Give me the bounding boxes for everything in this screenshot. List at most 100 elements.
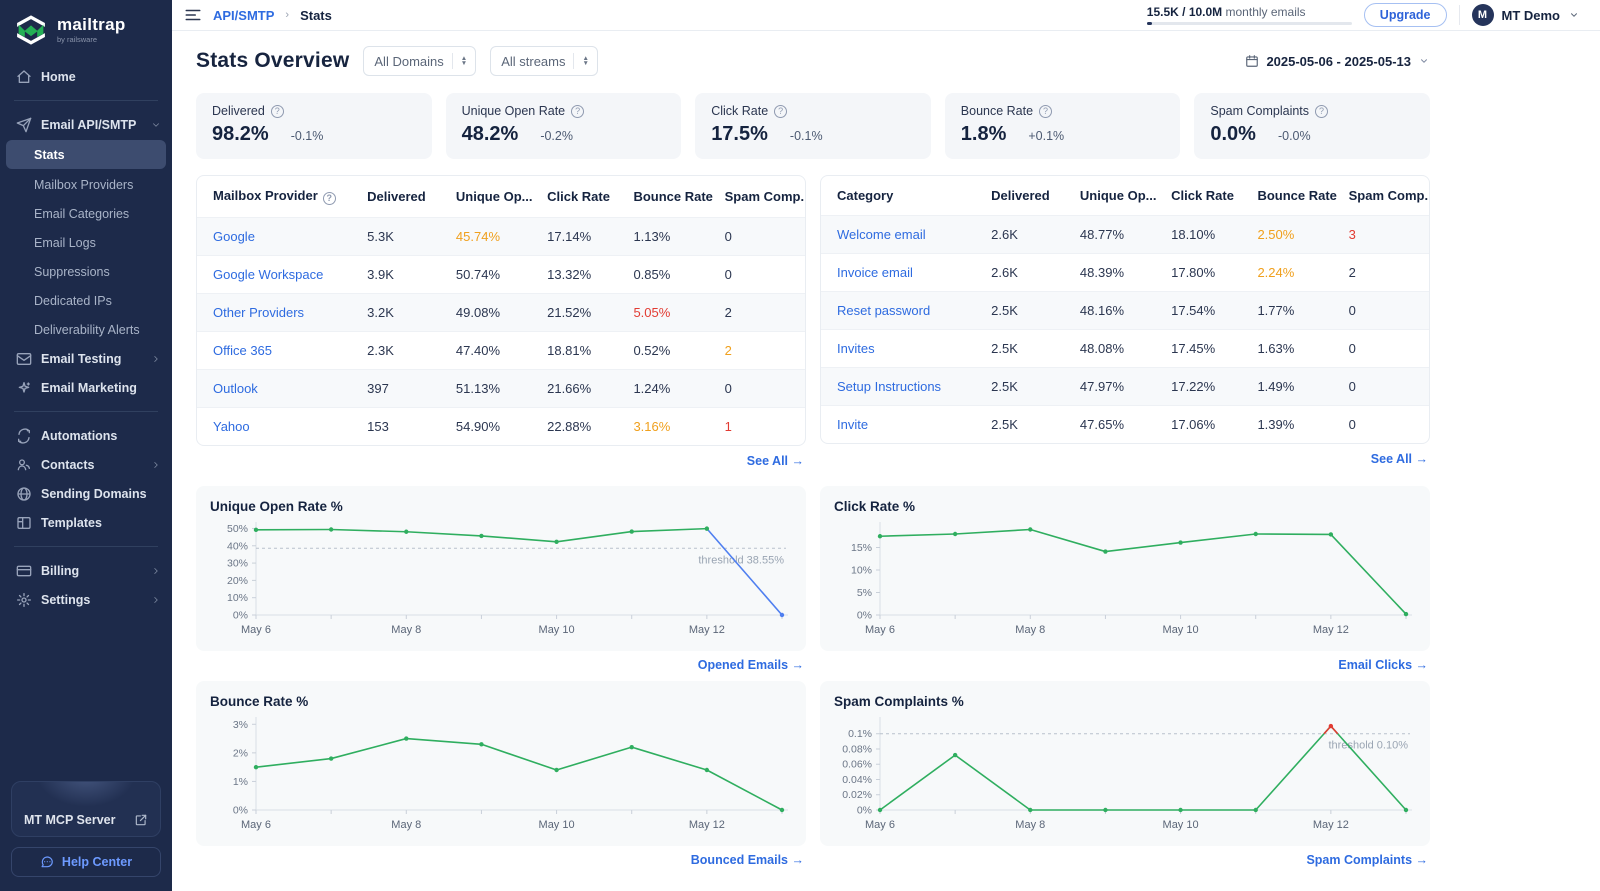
row-link[interactable]: Google Workspace [197, 255, 361, 293]
help-icon[interactable] [271, 105, 284, 118]
row-link[interactable]: Invoice email [821, 254, 985, 292]
sidebar-item-settings[interactable]: Settings [0, 585, 172, 614]
sidebar-toggle-icon[interactable] [184, 6, 202, 24]
kpi-value: 0.0% [1210, 123, 1256, 146]
topbar-divider [1459, 5, 1460, 25]
kpi-label: Bounce Rate [961, 104, 1033, 118]
svg-text:5%: 5% [857, 587, 872, 599]
chart-card: Bounce Rate %0%1%2%3%May 6May 8May 10May… [196, 681, 806, 846]
usage-count: 15.5K / 10.0M [1147, 5, 1222, 19]
svg-text:30%: 30% [227, 557, 248, 569]
chart-link[interactable]: Opened Emails → [696, 651, 806, 681]
see-all-link[interactable]: See All → [1369, 444, 1430, 466]
chart-title: Spam Complaints % [834, 694, 1416, 709]
row-link[interactable]: Yahoo [197, 407, 361, 445]
svg-text:May 10: May 10 [1163, 819, 1199, 831]
kpi-card-click-rate: Click Rate17.5%-0.1% [695, 93, 931, 159]
send-icon [16, 117, 32, 133]
sidebar-item-mailbox-providers[interactable]: Mailbox Providers [0, 170, 172, 199]
row-link[interactable]: Invites [821, 330, 985, 368]
row-link[interactable]: Office 365 [197, 331, 361, 369]
table-cell: 5.3K [361, 217, 450, 255]
chart-link[interactable]: Spam Complaints → [1304, 846, 1430, 876]
domains-select[interactable]: All Domains ▲▼ [363, 46, 476, 76]
svg-text:3%: 3% [233, 718, 248, 730]
table-row: Outlook39751.13%21.66%1.24%0 [197, 369, 805, 407]
sidebar-item-suppressions[interactable]: Suppressions [0, 257, 172, 286]
kpi-card-spam-complaints: Spam Complaints0.0%-0.0% [1194, 93, 1430, 159]
table-cell: 48.39% [1074, 254, 1165, 292]
sidebar-item-email-marketing[interactable]: Email Marketing [0, 373, 172, 402]
sidebar-item-contacts[interactable]: Contacts [0, 450, 172, 479]
svg-text:threshold 38.55%: threshold 38.55% [698, 554, 784, 566]
sidebar-item-home[interactable]: Home [0, 62, 172, 91]
sidebar-item-email-api-smtp[interactable]: Email API/SMTP [0, 110, 172, 139]
sidebar-item-dedicated-ips[interactable]: Dedicated IPs [0, 286, 172, 315]
content: Stats Overview All Domains ▲▼ All stream… [172, 31, 1600, 891]
help-icon[interactable] [1039, 105, 1052, 118]
svg-text:0.04%: 0.04% [842, 773, 872, 785]
column-header: Unique Op... [450, 176, 541, 217]
calendar-icon [1245, 54, 1259, 68]
sidebar-item-sending-domains[interactable]: Sending Domains [0, 479, 172, 508]
table-cell: 17.80% [1165, 254, 1251, 292]
line-chart: 0%10%20%30%40%50%May 6May 8May 10May 12t… [210, 517, 792, 645]
row-link[interactable]: Invite [821, 406, 985, 444]
sidebar-item-label: Home [41, 70, 162, 84]
table-cell: 2 [719, 293, 805, 331]
svg-text:May 8: May 8 [391, 624, 421, 636]
sidebar-item-automations[interactable]: Automations [0, 421, 172, 450]
row-link[interactable]: Google [197, 217, 361, 255]
sidebar-item-stats[interactable]: Stats [6, 140, 166, 169]
table-cell: 1.39% [1251, 406, 1342, 444]
row-link[interactable]: Outlook [197, 369, 361, 407]
chevron-right-icon [150, 460, 162, 470]
breadcrumb-api-smtp[interactable]: API/SMTP [213, 8, 274, 23]
upgrade-button[interactable]: Upgrade [1364, 3, 1447, 27]
svg-text:May 10: May 10 [539, 624, 575, 636]
app-window: mailtrap by railsware Home Email API/SMTP… [0, 0, 1600, 891]
select-arrows-icon: ▲▼ [461, 56, 467, 67]
sidebar-item-templates[interactable]: Templates [0, 508, 172, 537]
table-cell: 2.5K [985, 368, 1074, 406]
chart-card: Click Rate %0%5%10%15%May 6May 8May 10Ma… [820, 486, 1430, 651]
mcp-server-card[interactable]: MT MCP Server [11, 781, 161, 837]
table-cell: 3 [1343, 216, 1429, 254]
row-link[interactable]: Setup Instructions [821, 368, 985, 406]
help-icon[interactable] [323, 192, 336, 205]
help-icon[interactable] [774, 105, 787, 118]
kpi-card-bounce-rate: Bounce Rate1.8%+0.1% [945, 93, 1181, 159]
sidebar-item-email-categories[interactable]: Email Categories [0, 199, 172, 228]
chart-panel-bounce-rate: Bounce Rate %0%1%2%3%May 6May 8May 10May… [196, 681, 806, 876]
svg-text:1%: 1% [233, 775, 248, 787]
table-cell: 2 [719, 331, 805, 369]
help-icon[interactable] [571, 105, 584, 118]
sidebar-item-billing[interactable]: Billing [0, 556, 172, 585]
help-center-button[interactable]: Help Center [11, 847, 161, 877]
table-row: Invite2.5K47.65%17.06%1.39%0 [821, 406, 1429, 444]
table-cell: 48.77% [1074, 216, 1165, 254]
table-cell: 0 [719, 255, 805, 293]
line-chart: 0%1%2%3%May 6May 8May 10May 12 [210, 712, 792, 840]
chart-link[interactable]: Email Clicks → [1336, 651, 1430, 681]
row-link[interactable]: Reset password [821, 292, 985, 330]
table-cell: 397 [361, 369, 450, 407]
sidebar-item-deliverability-alerts[interactable]: Deliverability Alerts [0, 315, 172, 344]
date-range-picker[interactable]: 2025-05-06 - 2025-05-13 [1245, 54, 1430, 69]
svg-text:40%: 40% [227, 540, 248, 552]
svg-text:0%: 0% [233, 609, 248, 621]
row-link[interactable]: Other Providers [197, 293, 361, 331]
streams-select[interactable]: All streams ▲▼ [490, 46, 598, 76]
row-link[interactable]: Welcome email [821, 216, 985, 254]
stats-table-mailbox-provider: Mailbox ProviderDeliveredUnique Op...Cli… [196, 175, 806, 468]
account-menu[interactable]: M MT Demo [1472, 4, 1581, 26]
sidebar-item-email-testing[interactable]: Email Testing [0, 344, 172, 373]
help-icon[interactable] [1315, 105, 1328, 118]
table-cell: 5.05% [627, 293, 718, 331]
see-all-link[interactable]: See All → [745, 446, 806, 468]
sidebar: mailtrap by railsware Home Email API/SMTP… [0, 0, 172, 891]
table-cell: 0 [1343, 406, 1429, 444]
chart-link[interactable]: Bounced Emails → [689, 846, 806, 876]
brand-logo[interactable]: mailtrap by railsware [0, 0, 172, 62]
sidebar-item-email-logs[interactable]: Email Logs [0, 228, 172, 257]
